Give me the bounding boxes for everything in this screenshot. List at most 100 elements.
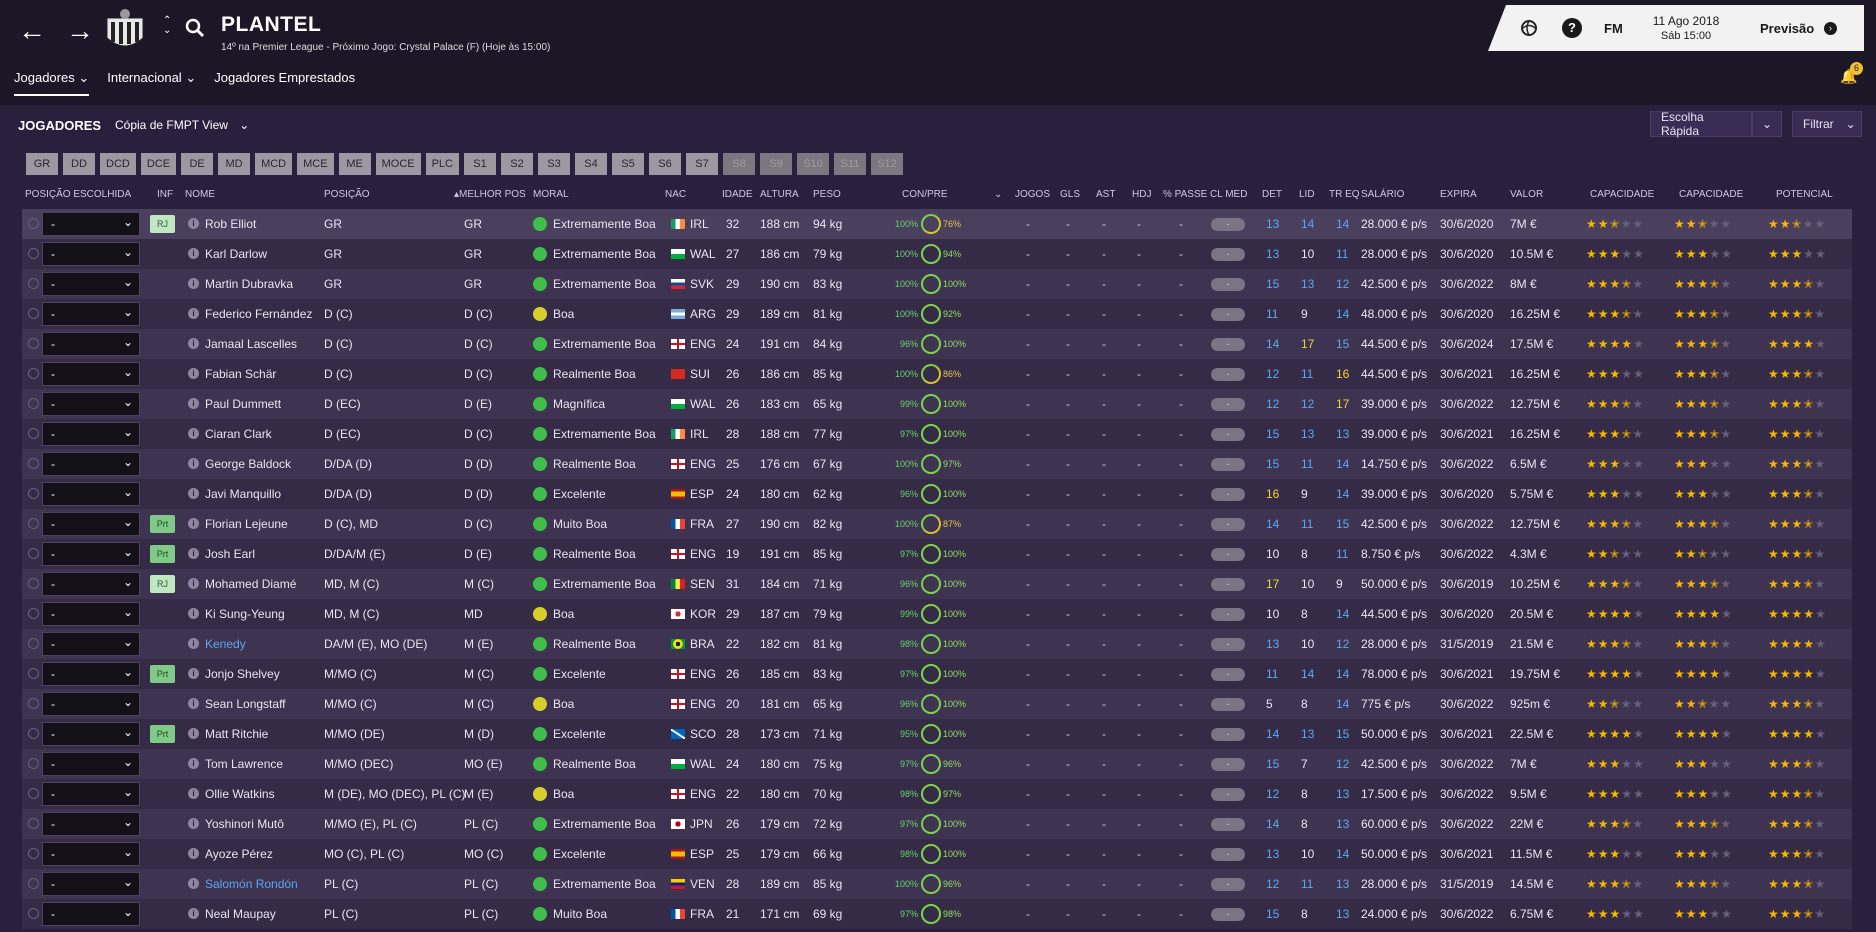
info-icon[interactable]: i bbox=[188, 218, 199, 229]
info-icon[interactable]: i bbox=[188, 788, 199, 799]
position-filter-gr[interactable]: GR bbox=[26, 153, 58, 175]
table-row[interactable]: - ⌄ Prt i Jonjo Shelvey M/MO (C) M (C) Excelent… bbox=[22, 659, 1852, 689]
position-select[interactable]: - ⌄ bbox=[42, 602, 140, 626]
position-filter-s11[interactable]: S11 bbox=[834, 153, 866, 175]
position-filter-md[interactable]: MD bbox=[218, 153, 251, 175]
position-select[interactable]: - ⌄ bbox=[42, 842, 140, 866]
table-row[interactable]: - ⌄ Prt i Josh Earl D/DA/M (E) D (E) Realmente … bbox=[22, 539, 1852, 569]
table-row[interactable]: - ⌄ RJ i Mohamed Diamé MD, M (C) M (C) Extremam… bbox=[22, 569, 1852, 599]
position-select[interactable]: - ⌄ bbox=[42, 212, 140, 236]
player-name[interactable]: Javi Manquillo bbox=[205, 487, 282, 501]
position-filter-s3[interactable]: S3 bbox=[538, 153, 570, 175]
table-row[interactable]: - ⌄ i Fabian Schär D (C) D (C) Realmente Boa SU… bbox=[22, 359, 1852, 389]
col-con-pre[interactable]: CON/PRE bbox=[902, 189, 948, 200]
row-checkbox[interactable] bbox=[28, 278, 39, 289]
help-icon[interactable]: ? bbox=[1562, 18, 1582, 38]
position-filter-dd[interactable]: DD bbox=[63, 153, 95, 175]
chevron-updown-icon[interactable]: ⌃ ⌄ bbox=[163, 15, 172, 36]
position-filter-s6[interactable]: S6 bbox=[649, 153, 681, 175]
position-filter-dcd[interactable]: DCD bbox=[100, 153, 136, 175]
position-filter-dce[interactable]: DCE bbox=[140, 153, 177, 175]
position-select[interactable]: - ⌄ bbox=[42, 902, 140, 926]
row-checkbox[interactable] bbox=[28, 518, 39, 529]
col-inf[interactable]: INF bbox=[157, 189, 174, 200]
row-checkbox[interactable] bbox=[28, 398, 39, 409]
col-potencial[interactable]: POTENCIAL bbox=[1776, 189, 1833, 200]
info-icon[interactable]: i bbox=[188, 848, 199, 859]
player-name[interactable]: Jonjo Shelvey bbox=[205, 667, 280, 681]
table-row[interactable]: - ⌄ i Neal Maupay PL (C) PL (C) Muito Boa FRA 21… bbox=[22, 899, 1852, 929]
info-icon[interactable]: i bbox=[188, 638, 199, 649]
position-filter-s5[interactable]: S5 bbox=[612, 153, 644, 175]
table-row[interactable]: - ⌄ i Paul Dummett D (EC) D (E) Magnífica WAL 26… bbox=[22, 389, 1852, 419]
continue-button[interactable]: Previsão bbox=[1760, 21, 1815, 36]
player-name[interactable]: Paul Dummett bbox=[205, 397, 282, 411]
position-filter-s12[interactable]: S12 bbox=[871, 153, 903, 175]
position-select[interactable]: - ⌄ bbox=[42, 572, 140, 596]
col-valor[interactable]: VALOR bbox=[1510, 189, 1544, 200]
table-row[interactable]: - ⌄ i Ki Sung-Yeung MD, M (C) MD Boa KOR 29 187 c… bbox=[22, 599, 1852, 629]
player-name[interactable]: Josh Earl bbox=[205, 547, 256, 561]
table-row[interactable]: - ⌄ i Ollie Watkins M (DE), MO (DEC), PL (C)… bbox=[22, 779, 1852, 809]
table-row[interactable]: - ⌄ i Ayoze Pérez MO (C), PL (C) MO (C) Excele… bbox=[22, 839, 1852, 869]
row-checkbox[interactable] bbox=[28, 248, 39, 259]
row-checkbox[interactable] bbox=[28, 698, 39, 709]
tab-internacional[interactable]: Internacional ⌄ bbox=[107, 70, 197, 85]
col-peso[interactable]: PESO bbox=[813, 189, 841, 200]
info-icon[interactable]: i bbox=[188, 518, 199, 529]
player-name[interactable]: Neal Maupay bbox=[205, 907, 276, 921]
quick-pick-dropdown[interactable]: ⌄ bbox=[1752, 111, 1782, 137]
notifications-icon[interactable]: 🔔 6 bbox=[1840, 62, 1863, 84]
col-lid[interactable]: LID bbox=[1299, 189, 1315, 200]
col-salario[interactable]: SALÁRIO bbox=[1361, 189, 1405, 200]
table-row[interactable]: - ⌄ i Kenedy DA/M (E), MO (DE) M (E) Realmente… bbox=[22, 629, 1852, 659]
position-select[interactable]: - ⌄ bbox=[42, 272, 140, 296]
table-row[interactable]: - ⌄ i Tom Lawrence M/MO (DEC) MO (E) Realmente… bbox=[22, 749, 1852, 779]
player-name[interactable]: Ki Sung-Yeung bbox=[205, 607, 285, 621]
col-jogos[interactable]: JOGOS bbox=[1015, 189, 1051, 200]
col-det[interactable]: DET bbox=[1262, 189, 1282, 200]
position-filter-moce[interactable]: MOCE bbox=[375, 153, 421, 175]
position-select[interactable]: - ⌄ bbox=[42, 302, 140, 326]
info-icon[interactable]: i bbox=[188, 488, 199, 499]
table-row[interactable]: - ⌄ RJ i Rob Elliot GR GR Extremamente Boa IRL 32… bbox=[22, 209, 1852, 239]
col-cl-med[interactable]: CL MED bbox=[1210, 189, 1248, 200]
info-icon[interactable]: i bbox=[188, 698, 199, 709]
position-select[interactable]: - ⌄ bbox=[42, 782, 140, 806]
row-checkbox[interactable] bbox=[28, 368, 39, 379]
col-capacidade-1[interactable]: CAPACIDADE bbox=[1590, 189, 1655, 200]
position-filter-s1[interactable]: S1 bbox=[464, 153, 496, 175]
col-passe[interactable]: % PASSE bbox=[1163, 189, 1208, 200]
info-icon[interactable]: i bbox=[188, 728, 199, 739]
row-checkbox[interactable] bbox=[28, 578, 39, 589]
table-row[interactable]: - ⌄ Prt i Matt Ritchie M/MO (DE) M (D) Excelent… bbox=[22, 719, 1852, 749]
row-checkbox[interactable] bbox=[28, 218, 39, 229]
info-icon[interactable]: i bbox=[188, 248, 199, 259]
position-select[interactable]: - ⌄ bbox=[42, 392, 140, 416]
row-checkbox[interactable] bbox=[28, 638, 39, 649]
info-icon[interactable]: i bbox=[188, 308, 199, 319]
table-row[interactable]: - ⌄ Prt i Florian Lejeune D (C), MD D (C) Muito… bbox=[22, 509, 1852, 539]
table-row[interactable]: - ⌄ i Yoshinori Mutô M/MO (E), PL (C) PL (C) E… bbox=[22, 809, 1852, 839]
position-select[interactable]: - ⌄ bbox=[42, 332, 140, 356]
table-row[interactable]: - ⌄ i Salomón Rondón PL (C) PL (C) Extremament… bbox=[22, 869, 1852, 899]
info-icon[interactable]: i bbox=[188, 458, 199, 469]
player-name[interactable]: Florian Lejeune bbox=[205, 517, 288, 531]
position-filter-s2[interactable]: S2 bbox=[501, 153, 533, 175]
player-name[interactable]: Tom Lawrence bbox=[205, 757, 284, 771]
row-checkbox[interactable] bbox=[28, 908, 39, 919]
info-icon[interactable]: i bbox=[188, 338, 199, 349]
position-select[interactable]: - ⌄ bbox=[42, 452, 140, 476]
row-checkbox[interactable] bbox=[28, 818, 39, 829]
info-icon[interactable]: i bbox=[188, 818, 199, 829]
row-checkbox[interactable] bbox=[28, 308, 39, 319]
player-name[interactable]: Yoshinori Mutô bbox=[205, 817, 284, 831]
info-icon[interactable]: i bbox=[188, 428, 199, 439]
player-name[interactable]: Ayoze Pérez bbox=[205, 847, 273, 861]
row-checkbox[interactable] bbox=[28, 728, 39, 739]
player-name[interactable]: Kenedy bbox=[205, 637, 246, 651]
info-icon[interactable]: i bbox=[188, 398, 199, 409]
position-filter-mcd[interactable]: MCD bbox=[255, 153, 293, 175]
table-row[interactable]: - ⌄ i Sean Longstaff M/MO (C) M (C) Boa ENG 20 18… bbox=[22, 689, 1852, 719]
position-select[interactable]: - ⌄ bbox=[42, 632, 140, 656]
